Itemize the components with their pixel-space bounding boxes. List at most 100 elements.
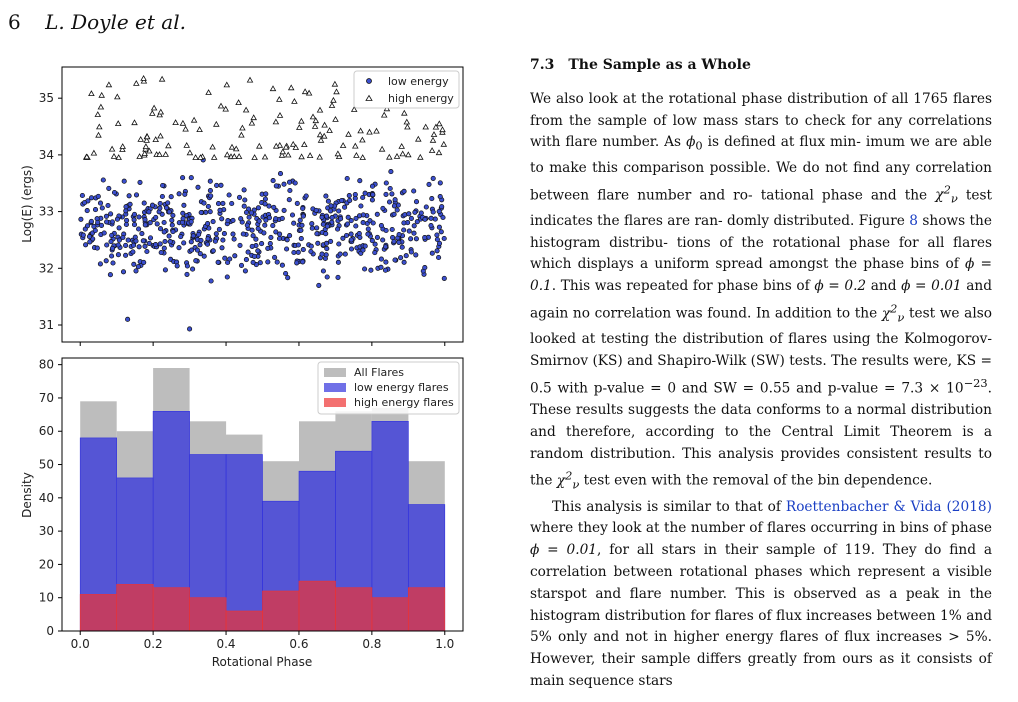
low-energy-point (259, 241, 265, 247)
high-energy-point (306, 152, 314, 159)
low-energy-point (109, 253, 115, 259)
low-energy-point (180, 210, 186, 216)
high-energy-point (272, 118, 280, 125)
low-energy-point (308, 248, 314, 255)
text-column: 7.3 The Sample as a Whole We also look at… (530, 55, 992, 693)
text-fragment: domly distributed. Figure (727, 212, 910, 229)
low-energy-point (320, 221, 326, 227)
high-energy-point (272, 142, 280, 149)
low-energy-point (287, 187, 293, 194)
low-energy-point (136, 226, 142, 232)
low-energy-point (328, 238, 334, 244)
high-energy-point (316, 131, 324, 138)
text-line: differs greatly from ours as it consists… (530, 651, 992, 689)
scatter-panel: 31 32 33 34 35 Log(E) (ergs) low energy high… (20, 66, 464, 346)
text-fragment: is defined at flux min- (702, 134, 861, 151)
y-tick-label: 20 (39, 557, 54, 571)
high-energy-point (98, 91, 105, 98)
high-energy-point (352, 142, 359, 149)
math-phase-bin: ϕ = 0.1 (530, 256, 992, 295)
low-energy-point (378, 223, 384, 229)
low-energy-point (220, 200, 226, 206)
low-energy-point (348, 246, 355, 252)
low-energy-point (97, 200, 104, 206)
low-energy-point (353, 223, 359, 229)
high-energy-point (213, 120, 220, 127)
low-energy-point (238, 216, 244, 222)
text-fragment: , for all stars in their sample of (596, 542, 837, 559)
low-energy-point (99, 205, 105, 211)
low-energy-point (336, 241, 342, 247)
low-energy-point (162, 238, 168, 245)
low-energy-point (286, 197, 292, 203)
y-tick-label: 10 (39, 591, 54, 605)
low-energy-point (131, 261, 137, 267)
low-energy-point (167, 239, 173, 245)
low-energy-point (401, 259, 407, 265)
low-energy-point (374, 234, 380, 240)
low-energy-point (272, 254, 278, 260)
low-energy-point (142, 243, 148, 249)
low-energy-point (422, 216, 428, 222)
legend-high-energy-flares-label: high energy flares (354, 396, 454, 409)
legend-low-energy-marker (366, 78, 372, 84)
citation-link[interactable]: Roettenbacher & Vida (785, 498, 942, 515)
figure-link[interactable]: 8 (909, 212, 918, 229)
low-energy-point (392, 257, 398, 263)
high-energy-point (157, 108, 165, 115)
low-energy-point (198, 237, 204, 243)
low-energy-point (103, 213, 109, 219)
low-energy-point (324, 223, 330, 229)
low-energy-point (391, 211, 397, 217)
histogram-x-ticks: 0.0 0.2 0.4 0.6 0.8 1.0 (71, 631, 454, 651)
low-energy-point (392, 197, 398, 203)
low-energy-point (418, 210, 424, 216)
low-energy-point (195, 184, 201, 190)
low-energy-point (268, 234, 274, 240)
high-energy-point (239, 124, 246, 131)
high-energy-point (282, 143, 290, 150)
low-energy-point (153, 214, 159, 220)
high-energy-point (291, 97, 298, 104)
low-energy-point (212, 238, 218, 244)
text-fragment: and (866, 278, 902, 295)
citation-year-link[interactable]: (2018) (946, 498, 992, 515)
low-energy-point (181, 202, 187, 208)
low-energy-point (401, 220, 407, 226)
y-tick-label: 50 (39, 458, 54, 472)
low-energy-point (380, 205, 386, 211)
low-energy-point (144, 248, 150, 255)
low-energy-point (319, 214, 325, 220)
low-energy-point (439, 204, 445, 210)
high-energy-point (415, 135, 422, 142)
high-energy-point (197, 154, 204, 160)
legend-all-flares-swatch (324, 368, 346, 377)
low-energy-point (246, 214, 252, 220)
low-energy-point (229, 200, 235, 207)
low-energy-point (133, 192, 140, 198)
low-energy-point (325, 198, 331, 204)
low-energy-point (346, 193, 352, 199)
low-energy-point (383, 180, 389, 186)
running-authors: L. Doyle et al. (45, 10, 186, 34)
low-energy-point (380, 237, 386, 243)
low-energy-point (324, 246, 330, 252)
y-tick-label: 0 (46, 624, 54, 638)
text-line: observed as a peak in the histogram dist… (530, 585, 992, 624)
low-energy-point (314, 225, 320, 231)
x-tick-label: 0.8 (362, 637, 381, 651)
low-energy-point (226, 192, 232, 198)
low-energy-point (386, 199, 393, 205)
low-energy-point (284, 237, 290, 243)
low-energy-point (422, 235, 428, 241)
high-energy-point (380, 111, 388, 118)
low-energy-point (368, 267, 374, 273)
low-energy-point (174, 263, 180, 269)
low-energy-point (428, 215, 434, 221)
low-energy-point (126, 193, 132, 199)
high-energy-point (430, 131, 438, 137)
low-energy-point (123, 208, 129, 214)
low-energy-point (438, 229, 444, 235)
high-energy-point (399, 150, 406, 157)
text-fragment: tational phase and the (760, 187, 936, 204)
